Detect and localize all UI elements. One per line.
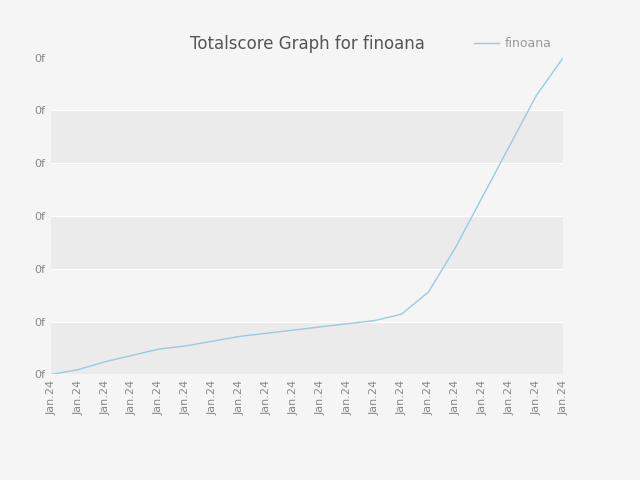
Bar [51, 58, 563, 110]
Bar [51, 269, 563, 322]
finoana [236, 334, 244, 339]
finoana [532, 93, 540, 98]
finoana [47, 372, 55, 377]
finoana [559, 55, 567, 60]
finoana [371, 318, 378, 324]
finoana [128, 352, 136, 358]
finoana [74, 367, 82, 372]
Bar [51, 216, 563, 269]
finoana [155, 346, 163, 352]
Title: Totalscore Graph for finoana: Totalscore Graph for finoana [190, 35, 424, 53]
finoana [290, 327, 298, 333]
finoana [263, 330, 271, 336]
Line: finoana: finoana [51, 58, 563, 374]
Legend: finoana: finoana [469, 32, 557, 55]
finoana [317, 324, 324, 330]
finoana [101, 359, 109, 365]
finoana [452, 245, 460, 251]
finoana [479, 194, 486, 200]
finoana [344, 321, 351, 326]
finoana [397, 312, 405, 317]
Bar [51, 322, 563, 374]
Bar [51, 163, 563, 216]
finoana [424, 289, 432, 295]
Bar [51, 110, 563, 163]
finoana [209, 338, 217, 344]
finoana [506, 144, 513, 149]
finoana [182, 343, 190, 349]
